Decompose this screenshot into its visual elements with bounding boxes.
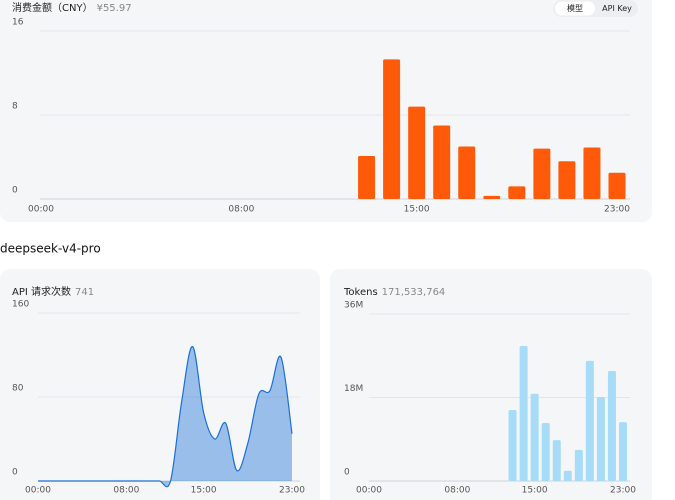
bar (541, 423, 550, 481)
x-tick-label: 08:00 (228, 205, 254, 215)
bar (552, 440, 561, 481)
x-tick-label: 00:00 (28, 205, 54, 215)
subtitle: 741 (75, 287, 94, 298)
subtitle: 171,533,764 (382, 287, 446, 298)
y-tick-label: 160 (12, 300, 29, 310)
bar (563, 470, 572, 481)
x-tick-label: 23:00 (279, 486, 305, 496)
x-tick-label: 15:00 (191, 486, 217, 496)
y-tick-label: 0 (12, 186, 18, 196)
x-tick-label: 00:00 (25, 486, 51, 496)
x-tick-label: 23:00 (610, 486, 636, 496)
bar (583, 147, 601, 199)
x-tick-label: 08:00 (444, 486, 470, 496)
y-tick-label: 16 (12, 18, 24, 28)
section-title: deepseek-v4-pro (0, 242, 101, 256)
bar (558, 161, 576, 199)
y-tick-label: 8 (12, 102, 18, 112)
toggle-model[interactable]: 模型 (567, 3, 583, 13)
bar (383, 59, 401, 199)
requests-card (0, 269, 320, 500)
bar (596, 397, 605, 481)
bar (619, 422, 627, 481)
bar (508, 186, 526, 199)
chart-title: 消费金额（CNY） ¥55.97 (12, 1, 132, 14)
toggle-active (555, 1, 595, 16)
bar (585, 360, 594, 481)
tokens-card (330, 269, 652, 500)
toggle-apikey[interactable]: API Key (602, 4, 632, 13)
cost-card (0, 0, 652, 222)
bar (574, 449, 583, 481)
bar (533, 148, 551, 199)
x-tick-label: 00:00 (356, 486, 382, 496)
bar (358, 155, 376, 199)
area-line (38, 345, 293, 488)
bar (408, 106, 426, 199)
y-tick-label: 0 (344, 468, 350, 478)
bar (483, 195, 501, 199)
bar (458, 146, 476, 199)
y-tick-label: 0 (12, 468, 18, 478)
bar (508, 410, 517, 481)
y-tick-label: 18M (344, 384, 363, 394)
chart-title: Tokens 171,533,764 (343, 287, 445, 298)
bar (519, 346, 528, 481)
x-tick-label: 08:00 (113, 486, 139, 496)
area-fill (38, 346, 292, 487)
title: 消费金额（CNY） (12, 1, 93, 14)
bar (608, 172, 626, 199)
title: API 请求次数 (12, 285, 71, 298)
y-tick-label: 36M (344, 301, 363, 311)
title: Tokens (343, 287, 378, 298)
bar (607, 371, 616, 481)
x-tick-label: 15:00 (404, 205, 430, 215)
bar (433, 125, 451, 199)
y-tick-label: 80 (12, 384, 24, 394)
bar (530, 393, 539, 481)
subtitle: ¥55.97 (97, 3, 132, 14)
x-tick-label: 15:00 (522, 486, 548, 496)
chart-title: API 请求次数 741 (12, 285, 94, 298)
x-tick-label: 23:00 (604, 205, 630, 215)
